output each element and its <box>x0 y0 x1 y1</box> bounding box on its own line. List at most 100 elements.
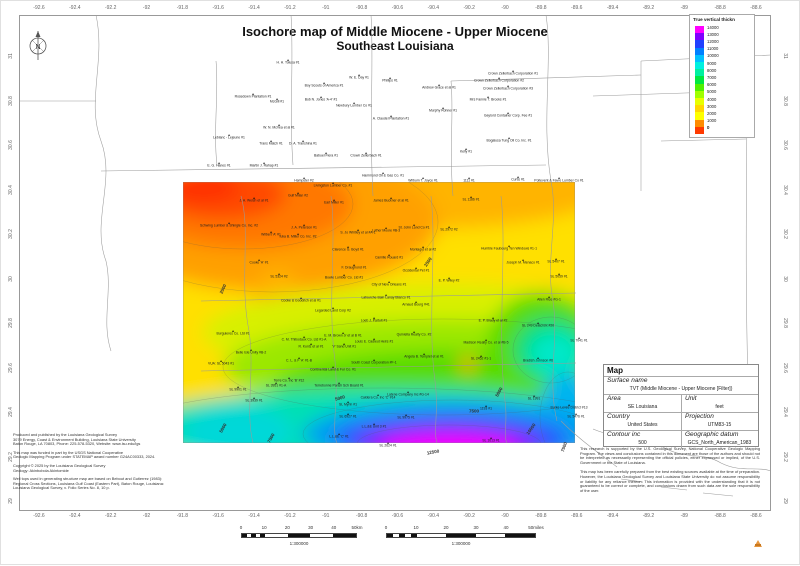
lon-label-bottom: -88.8 <box>714 513 726 519</box>
scale-bar-blocks <box>241 533 357 538</box>
map-title: Isochore map of Middle Miocene - Upper M… <box>242 24 548 39</box>
lat-label-right: 29.2 <box>782 451 788 462</box>
scale-bar-block <box>242 534 247 537</box>
country-label: Country <box>607 413 630 420</box>
lon-label-top: -89 <box>680 5 688 11</box>
lat-label-right: 30 <box>782 275 788 282</box>
scale-bar-block <box>392 534 399 537</box>
legend-value: 6000 <box>707 82 717 88</box>
legend-swatch <box>695 69 704 77</box>
scale-bar-block <box>310 534 334 537</box>
lat-label-right: 30.2 <box>782 229 788 239</box>
legend-swatch <box>695 126 704 134</box>
legend-value: 4000 <box>707 96 717 102</box>
credit-line: Geology: Akinbobola Akintomide <box>13 467 69 473</box>
legend-swatch <box>695 90 704 98</box>
surface-name-label: Surface name <box>607 377 648 384</box>
legend-value: 10000 <box>707 53 719 59</box>
scale-tick-label: 40 <box>331 525 337 530</box>
lon-label-top: -91.4 <box>248 5 260 11</box>
lat-label-left: 31 <box>8 53 14 59</box>
scale-ratio: 1:300000 <box>289 541 309 546</box>
legend-value: 8000 <box>707 67 717 73</box>
map-info-table: Map Surface name TVT (Middle Miocene - U… <box>603 364 759 448</box>
disclaimer-paragraph: This research is supported by the U.S. G… <box>580 446 760 465</box>
scale-bar-block <box>333 534 356 537</box>
legend-value: 11000 <box>707 46 719 52</box>
contour-inc-label: Contour inc <box>607 431 641 438</box>
legend-value: 7000 <box>707 74 717 80</box>
scale-tick-label: 50miles <box>528 525 544 530</box>
map-info-title: Map <box>607 366 623 375</box>
legend-cells: 14000 13000 12000 11000 10000 9000 8000 7000 600… <box>690 24 754 134</box>
lon-label-bottom: -92.6 <box>33 513 45 519</box>
legend-swatch <box>695 105 704 113</box>
datum-value: GCS_North_American_1983 <box>687 440 752 446</box>
legend-value: 0 <box>707 125 710 131</box>
legend-swatch <box>695 33 704 41</box>
lon-label-top: -91.8 <box>176 5 189 11</box>
lon-label-bottom: -90.4 <box>427 513 440 519</box>
legend-value: 1000 <box>707 118 717 124</box>
lat-label-left: 30 <box>8 275 14 282</box>
scale-tick-label: 20 <box>284 525 290 530</box>
disclaimer-paragraph: This map has been carefully prepared fro… <box>580 469 760 493</box>
legend-swatch <box>695 76 704 84</box>
lon-label-top: -90.2 <box>463 5 475 11</box>
lon-label-bottom: -91.8 <box>176 513 189 519</box>
lon-label-top: -89.4 <box>606 5 619 11</box>
credit-paragraph: Copyright © 2025 by the Louisiana Geolog… <box>13 462 213 473</box>
scale-tick-label: 20 <box>443 525 449 530</box>
unit-label: Unit <box>685 395 697 402</box>
lat-label-left: 30.6 <box>8 140 14 150</box>
lon-label-bottom: -90.8 <box>355 513 368 519</box>
lat-label-left: 30.8 <box>8 95 14 106</box>
scale-bar-block <box>404 534 411 537</box>
legend-swatch <box>695 83 704 91</box>
petrel-logo-icon <box>754 540 762 547</box>
lon-label-top: -88.6 <box>750 5 762 11</box>
country-value: United States <box>627 422 658 428</box>
legend-value: 0 <box>707 125 710 131</box>
legend-value: 12000 <box>707 38 719 44</box>
legend-value: 3000 <box>707 103 717 109</box>
map-subtitle: Southeast Louisiana <box>336 39 454 53</box>
scale-tick-label: 30 <box>308 525 314 530</box>
lon-label-bottom: -90.2 <box>463 513 475 519</box>
lat-label-left: 29.6 <box>8 362 14 373</box>
lon-label-bottom: -89.6 <box>571 513 583 519</box>
credit-line: Copyright © 2025 by the Louisiana Geolog… <box>13 462 106 468</box>
lon-label-bottom: -89.2 <box>642 513 655 519</box>
scale-tick-label: 10 <box>261 525 267 530</box>
scale-bar-block <box>398 534 405 537</box>
lon-label-bottom: -90 <box>501 513 509 519</box>
lat-label-right: 29 <box>782 498 788 504</box>
lat-label-right: 29.8 <box>782 318 788 328</box>
contour-inc-value: 500 <box>638 440 647 446</box>
color-scale-legend: True vertical thickn 14000 13000 12000 1100… <box>689 14 755 138</box>
lon-label-bottom: -89.4 <box>606 513 619 519</box>
lat-label-right: 30.6 <box>782 140 788 150</box>
lon-label-top: -90.8 <box>355 5 368 11</box>
area-label: Area <box>607 395 621 402</box>
scale-bar-block <box>446 534 476 537</box>
credit-line: Baton Rouge, LA 70803, Phone: 225-578-53… <box>13 441 141 447</box>
lon-label-top: -90.6 <box>391 5 404 11</box>
scale-bar-block <box>255 534 261 537</box>
scale-tick-label: 0 <box>239 525 243 530</box>
legend-value: 9000 <box>707 60 717 66</box>
legend-value: 14000 <box>707 24 719 30</box>
lon-label-bottom: -88.6 <box>750 513 762 519</box>
map-title-block: Isochore map of Middle Miocene - Upper M… <box>20 24 770 53</box>
scale-bar-block <box>410 534 417 537</box>
lon-label-top: -91.2 <box>284 5 296 11</box>
lon-label-top: -88.8 <box>714 5 726 11</box>
scale-bar: 0 10 20 30 40 50miles 1:300000 <box>385 525 544 549</box>
legend-swatch <box>695 119 704 127</box>
scale-bar-block <box>260 534 265 537</box>
lon-label-bottom: -92.2 <box>104 513 117 519</box>
credit-line: Well tops used in generating structure m… <box>13 476 163 482</box>
surface-name-value: TVT (Middle Miocene - Upper Miocene [Fil… <box>629 386 733 392</box>
credit-line: Regional Cross Sections, Louisiana Gulf … <box>13 480 164 486</box>
scale-tick-label: 30 <box>473 525 479 530</box>
